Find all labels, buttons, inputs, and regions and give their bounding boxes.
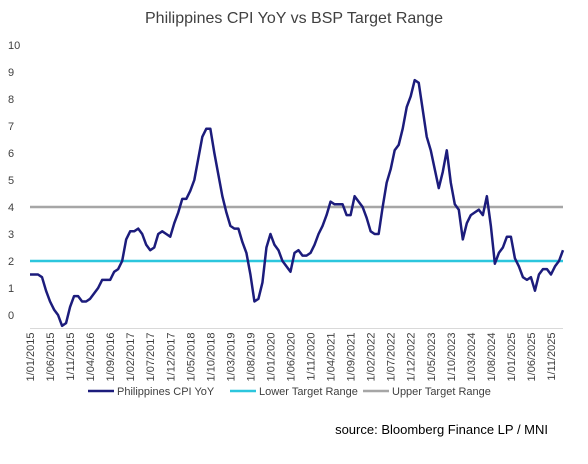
- cpi-line: [30, 78, 565, 328]
- y-tick-label: 3: [8, 229, 14, 241]
- x-tick-label: 1/01/2015: [25, 333, 37, 382]
- x-tick-label: 1/12/2022: [406, 333, 418, 382]
- x-tick-label: 1/11/2025: [546, 333, 558, 381]
- x-tick-label: 1/02/2022: [366, 333, 378, 382]
- y-tick-label: 2: [8, 256, 14, 268]
- x-tick-label: 1/03/2019: [225, 333, 237, 382]
- y-tick-label: 1: [8, 283, 14, 295]
- x-tick-label: 1/09/2016: [105, 333, 117, 382]
- x-tick-label: 1/05/2018: [185, 333, 197, 382]
- y-tick-label: 10: [8, 40, 20, 52]
- x-tick-label: 1/06/2020: [285, 333, 297, 382]
- x-tick-label: 1/06/2015: [45, 333, 57, 382]
- x-tick-label: 1/11/2015: [65, 333, 77, 381]
- x-tick-label: 1/08/2019: [245, 333, 257, 382]
- y-tick-label: 5: [8, 175, 14, 187]
- x-tick-label: 1/09/2021: [346, 333, 358, 382]
- x-tick-label: 1/10/2023: [446, 333, 458, 382]
- x-tick-label: 1/07/2022: [386, 333, 398, 382]
- x-tick-label: 1/01/2025: [506, 333, 518, 382]
- y-tick-label: 0: [8, 310, 14, 322]
- x-tick-label: 1/08/2024: [486, 333, 498, 382]
- x-tick-label: 1/05/2023: [426, 333, 438, 382]
- x-tick-label: 1/01/2020: [265, 333, 277, 382]
- x-tick-label: 1/11/2020: [306, 333, 318, 381]
- chart-title: Philippines CPI YoY vs BSP Target Range: [145, 10, 443, 27]
- x-tick-label: 1/12/2017: [165, 333, 177, 382]
- y-tick-label: 4: [8, 202, 14, 214]
- legend-label: Philippines CPI YoY: [117, 386, 215, 398]
- x-tick-label: 1/04/2021: [326, 333, 338, 382]
- x-tick-label: 1/07/2017: [145, 333, 157, 382]
- source-note: source: Bloomberg Finance LP / MNI: [335, 422, 548, 437]
- y-tick-label: 6: [8, 148, 14, 160]
- y-tick-label: 9: [8, 67, 14, 79]
- y-tick-label: 8: [8, 94, 14, 106]
- x-tick-label: 1/03/2024: [466, 333, 478, 382]
- x-tick-label: 1/10/2018: [205, 333, 217, 382]
- x-tick-label: 1/02/2017: [125, 333, 137, 382]
- legend-label: Upper Target Range: [392, 386, 491, 398]
- x-tick-label: 1/04/2016: [85, 333, 97, 382]
- legend-label: Lower Target Range: [259, 386, 358, 398]
- x-tick-label: 1/06/2025: [526, 333, 538, 382]
- y-tick-label: 7: [8, 121, 14, 133]
